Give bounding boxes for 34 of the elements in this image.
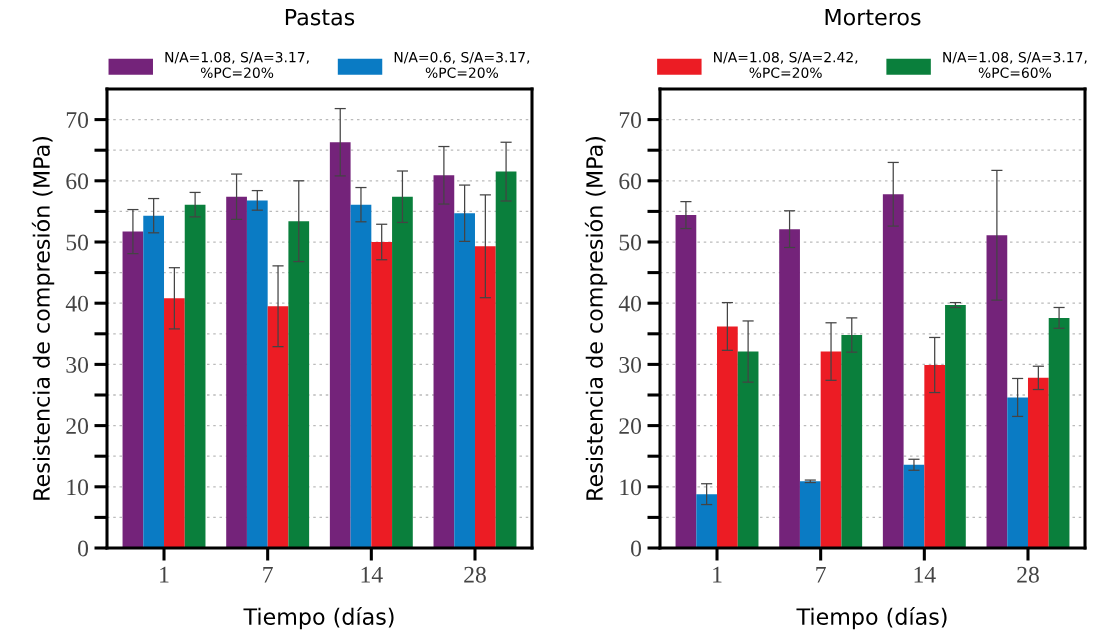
- y-tick-label: 70: [619, 112, 642, 129]
- y-tick-label: 50: [66, 234, 89, 251]
- y-tick-label: 60: [619, 173, 642, 190]
- chart-title: Morteros: [825, 8, 921, 26]
- chart-title: Pastas: [285, 8, 355, 26]
- y-tick-label: 30: [66, 356, 89, 373]
- y-tick-label: 0: [78, 540, 89, 557]
- y-tick-label: 20: [66, 418, 89, 435]
- x-tick-label: 1: [160, 566, 169, 583]
- y-tick-label: 30: [619, 356, 642, 373]
- y-tick-label: 50: [619, 234, 642, 251]
- y-tick-label: 20: [619, 418, 642, 435]
- legend-label: N/A=0.6, S/A=3.17, %PC=20%: [394, 51, 530, 78]
- y-tick-label: 70: [66, 112, 89, 129]
- y-tick-label: 40: [65, 295, 89, 312]
- legend-label: N/A=1.08, S/A=3.17, %PC=20%: [165, 51, 309, 78]
- y-axis-title: Resistencia de compresión (MPa): [31, 137, 55, 500]
- x-axis-title: Tiempo (días): [243, 606, 394, 630]
- y-tick-label: 60: [66, 173, 89, 190]
- y-tick-label: 10: [620, 479, 642, 496]
- x-tick-label: 28: [464, 566, 486, 583]
- y-tick-label: 0: [631, 540, 642, 557]
- x-axis-title: Tiempo (días): [796, 606, 947, 630]
- legend-label: N/A=1.08, S/A=2.42, %PC=20%: [714, 51, 858, 78]
- y-axis-title: Resistencia de compresión (MPa): [584, 137, 608, 500]
- x-tick-label: 7: [816, 566, 826, 583]
- x-tick-label: 14: [361, 566, 383, 583]
- legend-label: N/A=1.08, S/A=3.17, %PC=60%: [943, 51, 1087, 78]
- x-tick-label: 7: [263, 566, 273, 583]
- x-tick-label: 14: [914, 566, 936, 583]
- x-tick-label: 1: [713, 566, 722, 583]
- x-tick-label: 28: [1017, 566, 1039, 583]
- y-tick-label: 40: [618, 295, 642, 312]
- y-tick-label: 10: [67, 479, 89, 496]
